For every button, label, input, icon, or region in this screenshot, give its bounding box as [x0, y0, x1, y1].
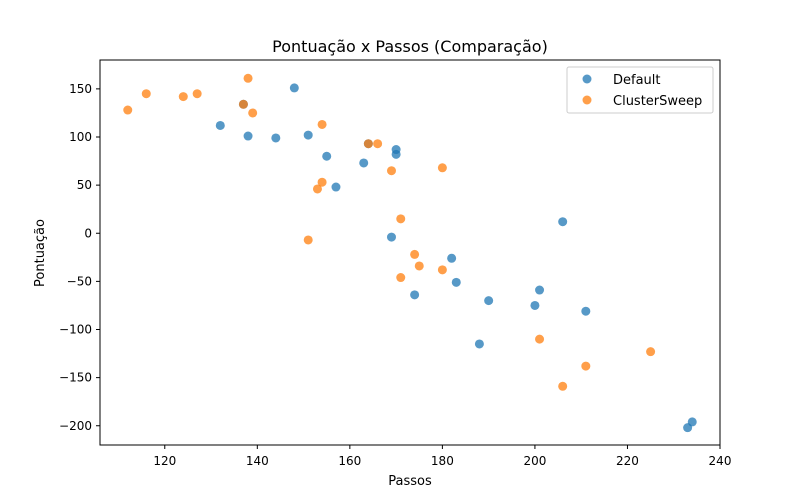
- legend-label-default: Default: [613, 73, 661, 88]
- x-tick-label: 220: [616, 454, 639, 468]
- point-clustersweep-9: [317, 177, 327, 187]
- point-default-16: [474, 339, 484, 349]
- point-clustersweep-23: [646, 347, 656, 357]
- point-clustersweep-3: [192, 89, 202, 99]
- x-tick-label: 120: [153, 454, 176, 468]
- point-clustersweep-5: [243, 73, 253, 83]
- x-tick-label: 140: [246, 454, 269, 468]
- point-clustersweep-13: [386, 166, 396, 176]
- point-clustersweep-8: [312, 184, 322, 194]
- point-default-19: [535, 285, 545, 295]
- y-tick-label: 100: [69, 130, 92, 144]
- x-tick-label: 200: [523, 454, 546, 468]
- point-clustersweep-6: [248, 108, 258, 118]
- point-default-2: [243, 131, 253, 141]
- legend-marker-default: [582, 74, 592, 84]
- data-points: [123, 73, 697, 433]
- point-default-0: [215, 120, 225, 130]
- point-clustersweep-14: [396, 214, 406, 224]
- legend-box: [566, 66, 714, 114]
- point-default-12: [386, 232, 396, 242]
- point-clustersweep-0: [123, 105, 133, 115]
- point-default-5: [303, 130, 313, 140]
- point-default-17: [484, 296, 494, 306]
- legend: Default ClusterSweep: [566, 66, 714, 114]
- point-clustersweep-18: [437, 163, 447, 173]
- point-clustersweep-4: [238, 99, 248, 109]
- y-axis-label: Pontuação: [33, 219, 48, 287]
- y-tick-label: 50: [77, 178, 92, 192]
- point-default-15: [451, 277, 461, 287]
- y-tick-label: 150: [69, 82, 92, 96]
- point-clustersweep-22: [581, 361, 591, 371]
- point-clustersweep-7: [303, 235, 313, 245]
- point-default-7: [331, 182, 341, 192]
- legend-marker-clustersweep: [582, 95, 592, 105]
- point-default-8: [359, 158, 369, 168]
- point-default-18: [530, 300, 540, 310]
- point-clustersweep-1: [141, 89, 151, 99]
- point-default-13: [410, 290, 420, 300]
- point-clustersweep-17: [414, 261, 424, 271]
- y-tick-label: −50: [67, 274, 92, 288]
- plot-frame: [99, 59, 721, 446]
- point-clustersweep-12: [373, 139, 383, 149]
- x-tick-label: 240: [709, 454, 732, 468]
- y-tick-label: −200: [59, 419, 92, 433]
- y-axis-ticks: −200 −150 −100 −50 0 50 100 150: [59, 82, 100, 433]
- chart-title: Pontuação x Passos (Comparação): [272, 37, 548, 56]
- point-default-11: [391, 149, 401, 159]
- point-clustersweep-11: [363, 139, 373, 149]
- y-tick-label: 0: [84, 226, 92, 240]
- point-clustersweep-20: [535, 334, 545, 344]
- legend-label-clustersweep: ClusterSweep: [613, 94, 702, 109]
- point-clustersweep-19: [437, 265, 447, 275]
- point-clustersweep-16: [410, 249, 420, 259]
- point-clustersweep-21: [558, 381, 568, 391]
- point-default-3: [271, 133, 281, 143]
- point-clustersweep-2: [178, 92, 188, 102]
- point-default-6: [322, 151, 332, 161]
- x-axis-label: Passos: [388, 474, 432, 489]
- point-default-23: [687, 417, 697, 427]
- x-tick-label: 160: [338, 454, 361, 468]
- point-default-14: [447, 253, 457, 263]
- x-axis-ticks: 120 140 160 180 200 220 240: [153, 445, 731, 468]
- point-default-21: [581, 306, 591, 316]
- point-default-20: [558, 217, 568, 227]
- x-tick-label: 180: [431, 454, 454, 468]
- y-tick-label: −150: [59, 371, 92, 385]
- point-clustersweep-15: [396, 273, 406, 283]
- point-clustersweep-10: [317, 119, 327, 129]
- y-tick-label: −100: [59, 323, 92, 337]
- point-default-4: [289, 83, 299, 93]
